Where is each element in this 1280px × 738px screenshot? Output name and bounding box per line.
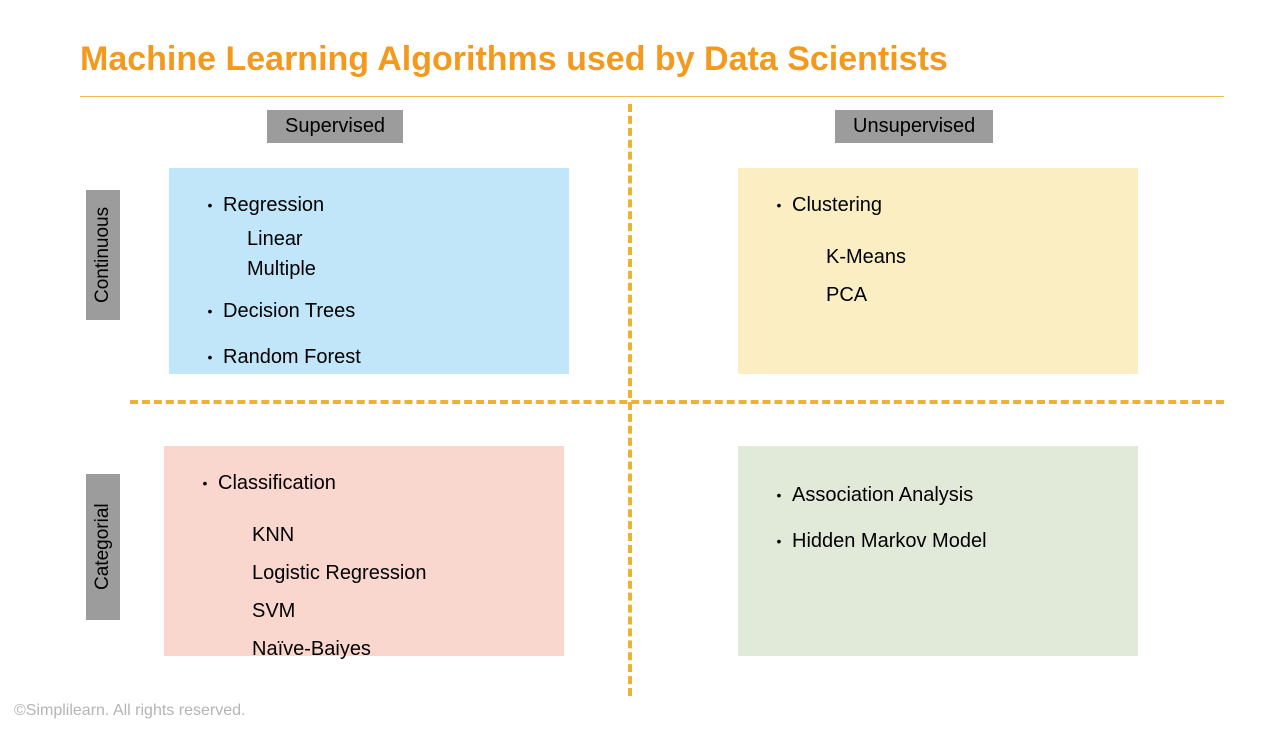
bullet-icon: • [766,192,792,218]
list-item-label: Classification [218,470,336,496]
quadrant-supervised-continuous: •RegressionLinearMultiple•Decision Trees… [169,168,569,374]
list-item: •Regression [197,192,541,218]
sub-item: SVM [252,592,536,630]
sub-item: Multiple [247,254,541,284]
list-item: •Decision Trees [197,298,541,324]
row-label-continuous: Continuous [86,190,120,320]
list-item: •Clustering [766,192,1110,218]
bullet-icon: • [766,482,792,508]
bullet-icon: • [197,344,223,370]
quadrant-unsupervised-categorial: •Association Analysis•Hidden Markov Mode… [738,446,1138,656]
bullet-icon: • [766,528,792,554]
vertical-divider [628,104,632,696]
list-item-label: Hidden Markov Model [792,528,987,554]
list-item-label: Association Analysis [792,482,973,508]
bullet-icon: • [197,298,223,324]
quadrant-supervised-categorial: •Classification KNNLogistic RegressionSVM… [164,446,564,656]
list-item: •Association Analysis [766,482,1110,508]
page-title: Machine Learning Algorithms used by Data… [80,40,948,79]
list-item: •Hidden Markov Model [766,528,1110,554]
sub-item: Logistic Regression [252,554,536,592]
list-item: •Random Forest [197,344,541,370]
column-header-unsupervised: Unsupervised [835,110,993,143]
list-item-label: Clustering [792,192,882,218]
quadrant-unsupervised-continuous: •Clustering K-MeansPCA [738,168,1138,374]
bullet-icon: • [192,470,218,496]
sub-item: Linear [247,224,541,254]
sub-item: KNN [252,516,536,554]
sub-item: PCA [826,276,1110,314]
row-label-categorial: Categorial [86,474,120,620]
footer-copyright: ©Simplilearn. All rights reserved. [14,702,245,720]
sub-item: K-Means [826,238,1110,276]
list-item: •Classification [192,470,536,496]
list-item-label: Random Forest [223,344,361,370]
horizontal-divider [130,400,1224,404]
title-underline [80,96,1224,97]
sub-item: Naïve-Baiyes [252,630,536,668]
list-item-label: Regression [223,192,324,218]
column-header-supervised: Supervised [267,110,403,143]
list-item-label: Decision Trees [223,298,355,324]
bullet-icon: • [197,192,223,218]
